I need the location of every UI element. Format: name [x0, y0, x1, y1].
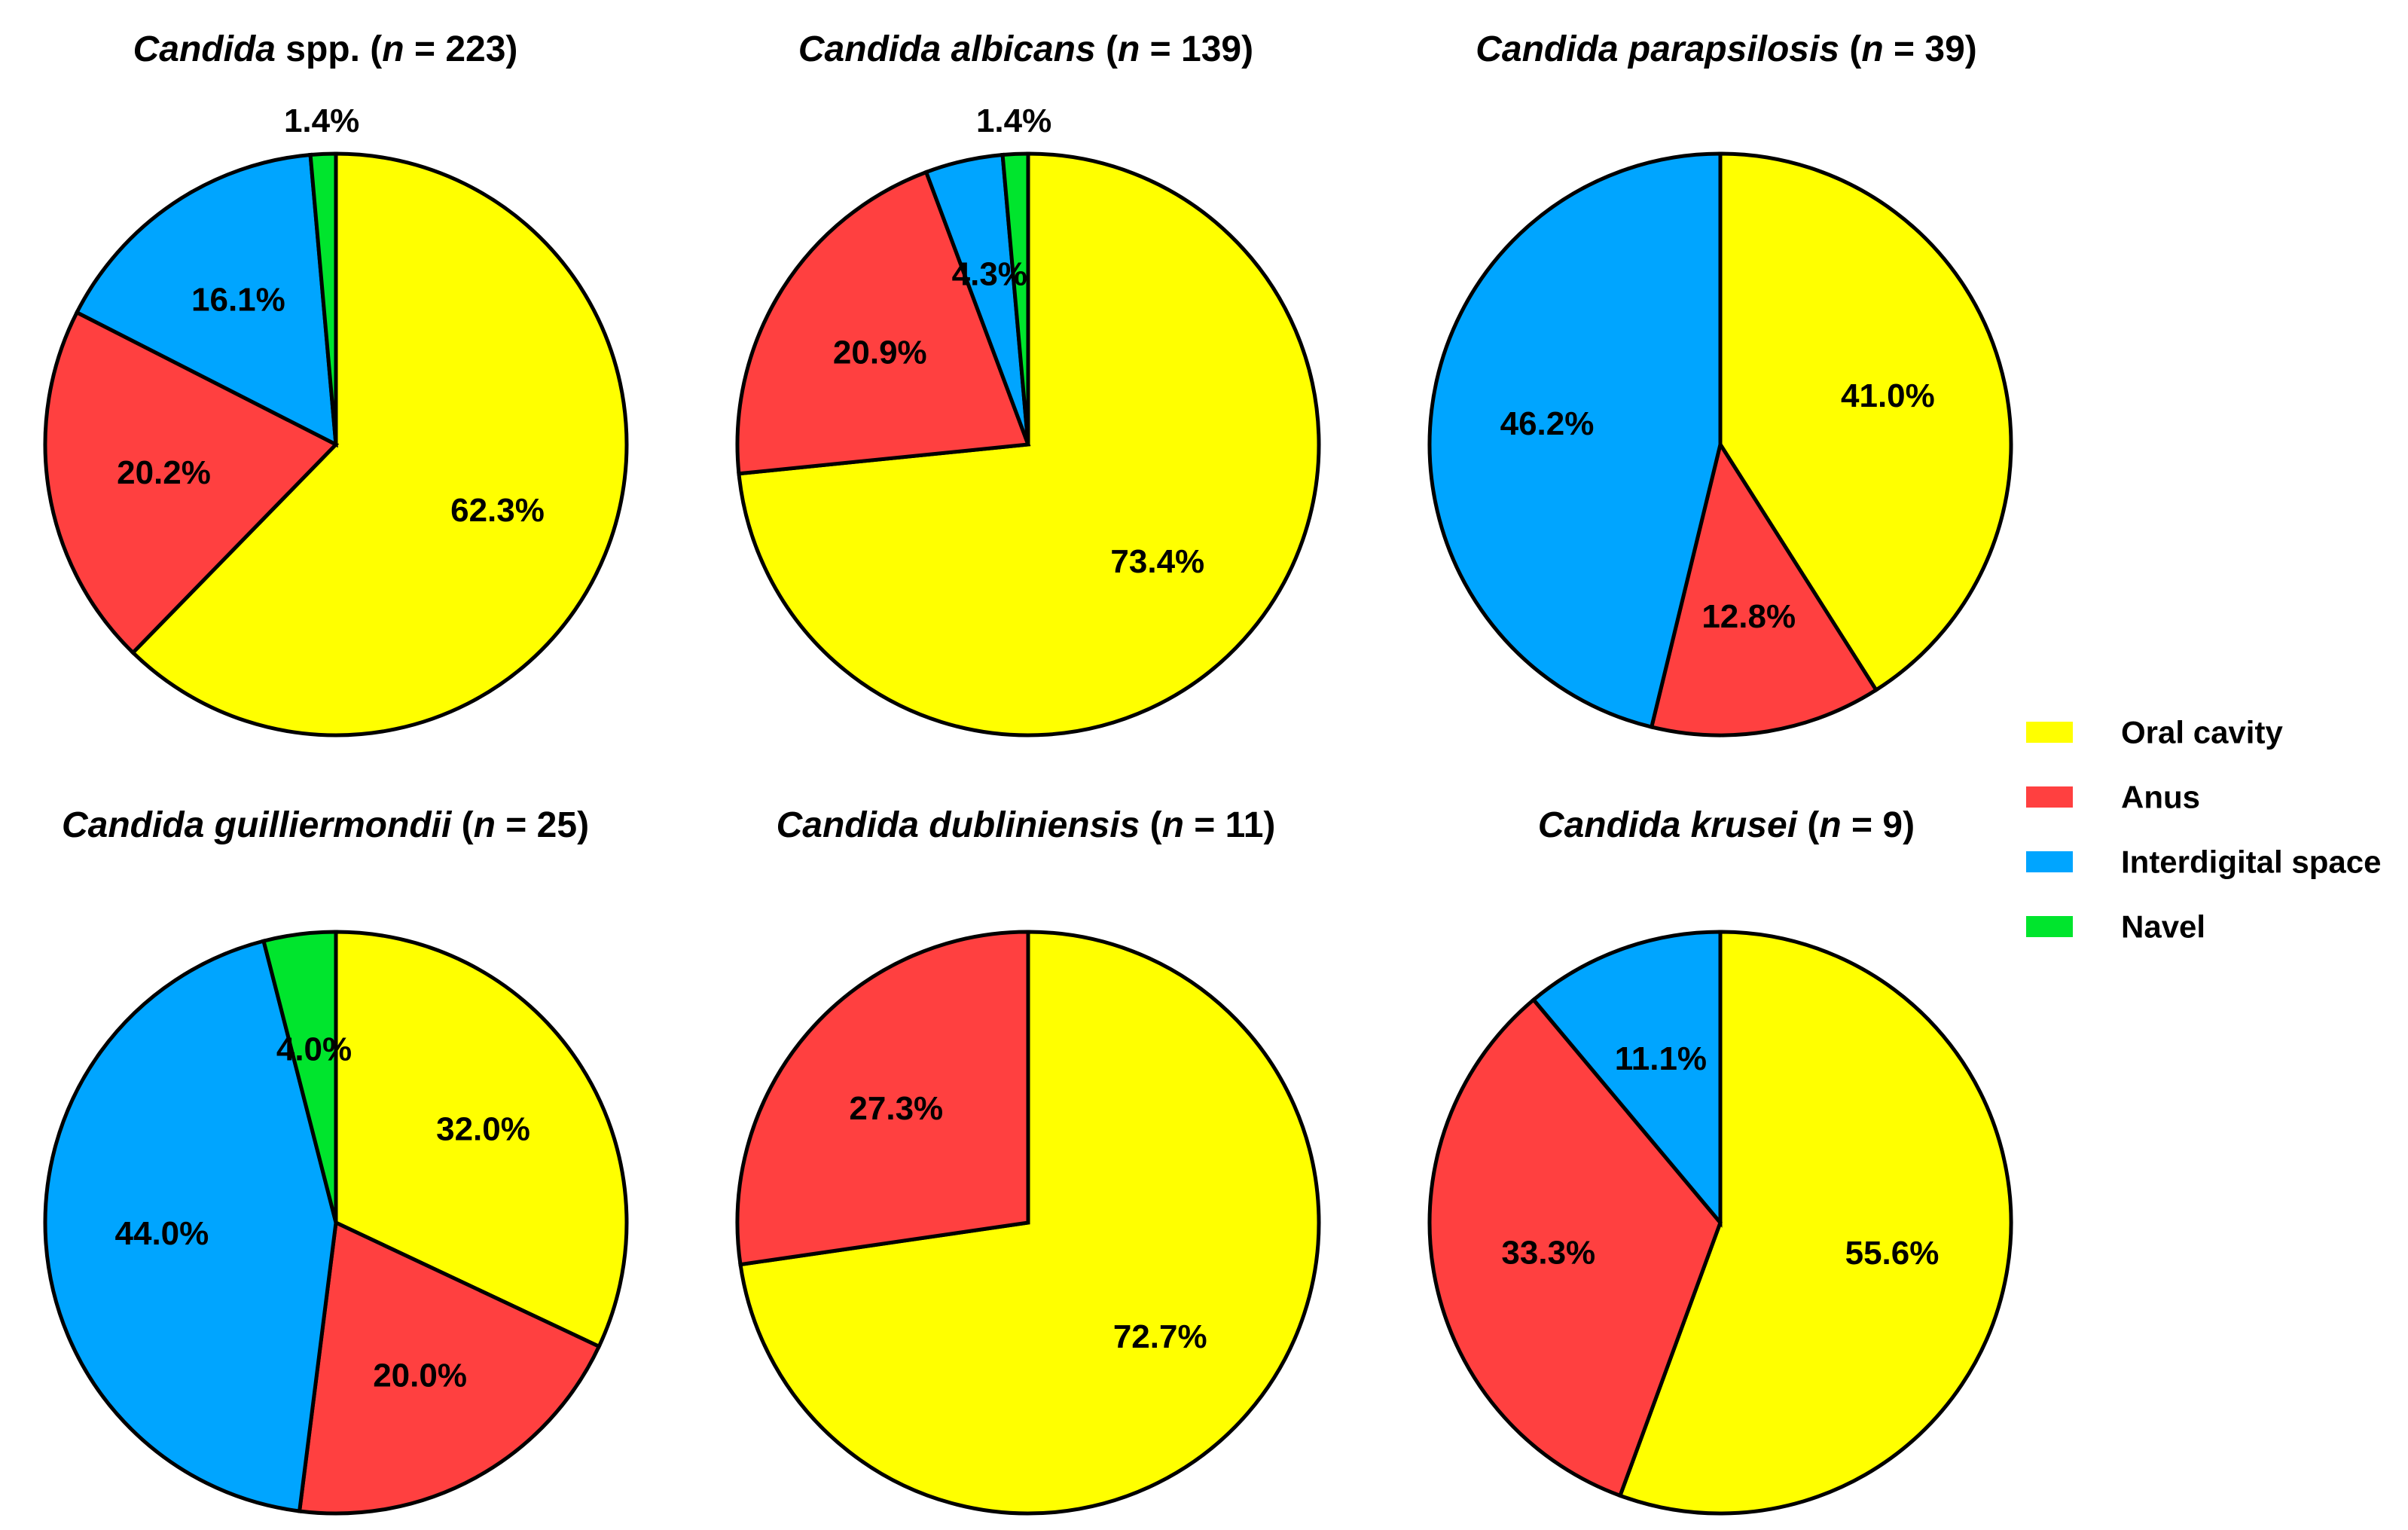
slice-label-anus: 20.0%: [373, 1357, 467, 1394]
slice-label-oral-cavity: 41.0%: [1841, 377, 1935, 414]
slice-label-interdigital-space: 46.2%: [1500, 405, 1595, 442]
slice-label-interdigital-space: 4.3%: [952, 256, 1027, 293]
pie-chart-3: 41.0% 12.8% 46.2%: [1427, 151, 2013, 738]
slice-label-navel: 1.4%: [284, 102, 359, 139]
pie-chart-4: 32.0% 20.0% 44.0% 4.0%: [43, 930, 629, 1516]
pie-slice-interdigital-space: [1427, 151, 1723, 730]
pie-slice-anus: [735, 169, 1031, 476]
slice-label-interdigital-space: 44.0%: [115, 1215, 209, 1252]
pie-slice-navel: [261, 930, 338, 1223]
slice-label-anus: 33.3%: [1501, 1234, 1595, 1271]
pie-slice-anus: [1427, 997, 1723, 1498]
slice-label-oral-cavity: 32.0%: [436, 1110, 530, 1147]
pie-slice-interdigital-space: [1531, 930, 1723, 1228]
pie-slice-interdigital-space: [74, 152, 338, 448]
pie-slice-anus: [297, 1220, 602, 1516]
pie-slice-anus: [735, 930, 1030, 1267]
slice-label-anus: 20.9%: [833, 334, 927, 371]
slice-label-navel: 1.4%: [976, 102, 1051, 139]
pie-chart-5: 72.7% 27.3%: [735, 930, 1321, 1516]
pie-slice-anus: [1649, 439, 1879, 738]
chart-title-6: Candida krusei (n = 9): [1537, 805, 1915, 845]
slice-label-interdigital-space: 11.1%: [1615, 1040, 1707, 1077]
pie-slice-oral-cavity: [1617, 930, 2013, 1516]
pie-chart-1: 62.3% 20.2% 16.1% 1.4%: [43, 102, 629, 738]
pie-slice-anus: [43, 310, 340, 655]
chart-title-5: Candida dubliniensis (n = 11): [776, 805, 1276, 845]
pie-slice-navel: [308, 151, 338, 445]
slice-label-oral-cavity: 55.6%: [1845, 1235, 1940, 1272]
slice-label-oral-cavity: 62.3%: [450, 492, 545, 529]
slice-label-anus: 20.2%: [117, 454, 211, 491]
chart-title-2: Candida albicans (n = 139): [798, 29, 1254, 69]
chart-title-1: Candida spp. (n = 223): [133, 29, 518, 69]
slice-label-interdigital-space: 16.1%: [191, 282, 285, 319]
pie-chart-2: 73.4% 20.9% 4.3% 1.4%: [735, 102, 1321, 738]
slice-label-oral-cavity: 72.7%: [1113, 1318, 1207, 1355]
pie-chart-6: 55.6% 33.3% 11.1%: [1427, 930, 2013, 1516]
chart-title-3: Candida parapsilosis (n = 39): [1476, 29, 1977, 69]
slice-label-anus: 27.3%: [849, 1090, 943, 1127]
slice-label-oral-cavity: 73.4%: [1110, 543, 1204, 580]
pie-slice-oral-cavity: [130, 151, 629, 738]
pie-slice-interdigital-space: [43, 939, 338, 1513]
slice-label-anus: 12.8%: [1701, 598, 1796, 635]
pie-slice-oral-cavity: [334, 930, 629, 1349]
slice-label-navel: 4.0%: [276, 1031, 352, 1068]
pie-slice-navel: [1000, 151, 1030, 445]
chart-title-4: Candida guilliermondii (n = 25): [61, 805, 590, 845]
